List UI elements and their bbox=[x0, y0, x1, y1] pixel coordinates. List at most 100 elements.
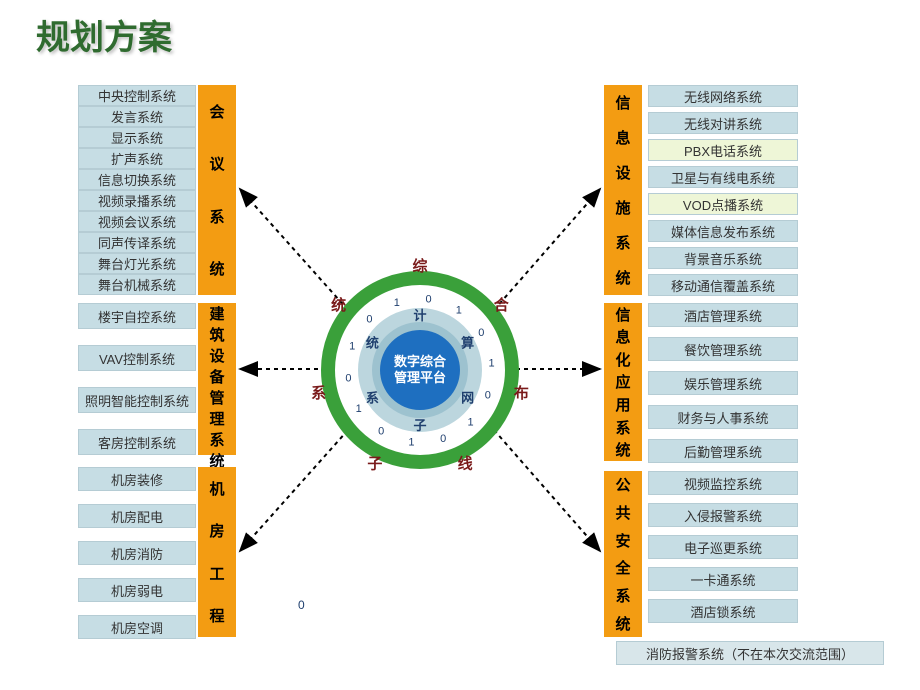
svg-text:0: 0 bbox=[478, 327, 484, 339]
svg-text:1: 1 bbox=[489, 357, 495, 369]
svg-text:1: 1 bbox=[408, 436, 414, 448]
category-label-char: 管 bbox=[209, 387, 224, 408]
category-label-char: 设 bbox=[615, 162, 630, 183]
page-title: 规划方案 bbox=[36, 10, 172, 59]
category-label-char: 化 bbox=[615, 349, 630, 370]
svg-text:综: 综 bbox=[412, 257, 427, 275]
svg-text:线: 线 bbox=[458, 455, 473, 473]
category-label-char: 公 bbox=[615, 474, 630, 495]
category-label-char: 工 bbox=[209, 563, 224, 584]
list-item: 视频监控系统 bbox=[648, 471, 798, 495]
item-column-info_app: 酒店管理系统餐饮管理系统娱乐管理系统财务与人事系统后勤管理系统 bbox=[648, 303, 798, 463]
list-item: 入侵报警系统 bbox=[648, 503, 798, 527]
category-label-char: 筑 bbox=[209, 324, 224, 345]
list-item: 信息切换系统 bbox=[78, 169, 196, 190]
category-label-char: 息 bbox=[615, 127, 630, 148]
category-label-char: 安 bbox=[615, 530, 630, 551]
item-column-building: 楼宇自控系统 VAV控制系统照明智能控制系统客房控制系统 bbox=[78, 303, 196, 455]
category-label-char: 备 bbox=[209, 366, 224, 387]
category-label-char: 施 bbox=[615, 197, 630, 218]
svg-text:系: 系 bbox=[366, 391, 379, 406]
category-label-char: 系 bbox=[209, 206, 224, 227]
list-item: 电子巡更系统 bbox=[648, 535, 798, 559]
svg-text:1: 1 bbox=[394, 297, 400, 309]
svg-text:网: 网 bbox=[461, 391, 474, 406]
svg-text:子: 子 bbox=[367, 456, 382, 473]
category-label-char: 程 bbox=[209, 605, 224, 626]
category-label-char: 用 bbox=[615, 394, 630, 415]
list-item: 舞台机械系统 bbox=[78, 274, 196, 295]
list-item: 照明智能控制系统 bbox=[78, 387, 196, 413]
list-item: 酒店管理系统 bbox=[648, 303, 798, 327]
svg-text:0: 0 bbox=[378, 426, 384, 438]
svg-text:0: 0 bbox=[366, 314, 372, 326]
list-item: 舞台灯光系统 bbox=[78, 253, 196, 274]
list-item: 视频录播系统 bbox=[78, 190, 196, 211]
list-item: 机房空调 bbox=[78, 615, 196, 639]
item-column-room: 机房装修机房配电机房消防机房弱电机房空调 bbox=[78, 467, 196, 639]
list-item: 视频会议系统 bbox=[78, 211, 196, 232]
category-label-char: 系 bbox=[615, 232, 630, 253]
category-label-info_app: 信息化应用系统 bbox=[604, 303, 642, 461]
svg-text:子: 子 bbox=[413, 418, 426, 433]
svg-text:0: 0 bbox=[440, 433, 446, 445]
stray-text: 0 bbox=[298, 598, 305, 612]
svg-text:1: 1 bbox=[467, 416, 473, 428]
list-item: 机房配电 bbox=[78, 504, 196, 528]
list-item: 酒店锁系统 bbox=[648, 599, 798, 623]
list-item: 显示系统 bbox=[78, 127, 196, 148]
list-item: 背景音乐系统 bbox=[648, 247, 798, 269]
list-item: PBX电话系统 bbox=[648, 139, 798, 161]
list-item: 财务与人事系统 bbox=[648, 405, 798, 429]
list-item: 无线网络系统 bbox=[648, 85, 798, 107]
list-item: 娱乐管理系统 bbox=[648, 371, 798, 395]
svg-text:统: 统 bbox=[366, 336, 379, 351]
svg-text:1: 1 bbox=[456, 304, 462, 316]
svg-text:系: 系 bbox=[311, 385, 326, 402]
list-item: 媒体信息发布系统 bbox=[648, 220, 798, 242]
category-label-conference: 会议系统 bbox=[198, 85, 236, 295]
category-label-char: 设 bbox=[209, 345, 224, 366]
svg-text:0: 0 bbox=[485, 389, 491, 401]
list-item: 扩声系统 bbox=[78, 148, 196, 169]
list-item: VAV控制系统 bbox=[78, 345, 196, 371]
category-label-char: 统 bbox=[615, 267, 630, 288]
category-label-char: 全 bbox=[615, 557, 630, 578]
list-item: 无线对讲系统 bbox=[648, 112, 798, 134]
svg-text:1: 1 bbox=[349, 341, 355, 353]
category-label-char: 系 bbox=[615, 585, 630, 606]
list-item: 客房控制系统 bbox=[78, 429, 196, 455]
list-item: 同声传译系统 bbox=[78, 232, 196, 253]
list-item: 机房弱电 bbox=[78, 578, 196, 602]
category-label-char: 机 bbox=[209, 478, 224, 499]
category-label-building: 建筑设备管理系统 bbox=[198, 303, 236, 455]
svg-text:统: 统 bbox=[331, 296, 346, 314]
category-label-char: 信 bbox=[615, 304, 630, 325]
category-label-char: 共 bbox=[615, 502, 630, 523]
category-label-char: 系 bbox=[615, 417, 630, 438]
list-item: 移动通信覆盖系统 bbox=[648, 274, 798, 296]
svg-text:管理平台: 管理平台 bbox=[394, 370, 446, 385]
category-label-char: 统 bbox=[209, 258, 224, 279]
list-item: 楼宇自控系统 bbox=[78, 303, 196, 329]
footer-note: 消防报警系统（不在本次交流范围） bbox=[616, 641, 884, 665]
category-label-char: 议 bbox=[209, 153, 224, 174]
category-label-security: 公共安全系统 bbox=[604, 471, 642, 637]
svg-text:合: 合 bbox=[493, 296, 510, 314]
svg-text:布: 布 bbox=[514, 384, 529, 402]
list-item: 机房装修 bbox=[78, 467, 196, 491]
item-column-conference: 中央控制系统发言系统显示系统扩声系统信息切换系统视频录播系统视频会议系统同声传译… bbox=[78, 85, 196, 295]
category-label-char: 房 bbox=[209, 520, 224, 541]
svg-text:计: 计 bbox=[413, 308, 426, 323]
svg-text:数字综合: 数字综合 bbox=[394, 354, 447, 369]
item-column-security: 视频监控系统入侵报警系统电子巡更系统一卡通系统酒店锁系统 bbox=[648, 471, 798, 623]
category-label-char: 理 bbox=[209, 408, 224, 429]
list-item: 发言系统 bbox=[78, 106, 196, 127]
svg-text:1: 1 bbox=[356, 403, 362, 415]
list-item: 卫星与有线电系统 bbox=[648, 166, 798, 188]
list-item: 机房消防 bbox=[78, 541, 196, 565]
item-column-info_infra: 无线网络系统无线对讲系统PBX电话系统卫星与有线电系统VOD点播系统媒体信息发布… bbox=[648, 85, 798, 296]
category-label-char: 会 bbox=[209, 101, 224, 122]
list-item: 餐饮管理系统 bbox=[648, 337, 798, 361]
list-item: 后勤管理系统 bbox=[648, 439, 798, 463]
